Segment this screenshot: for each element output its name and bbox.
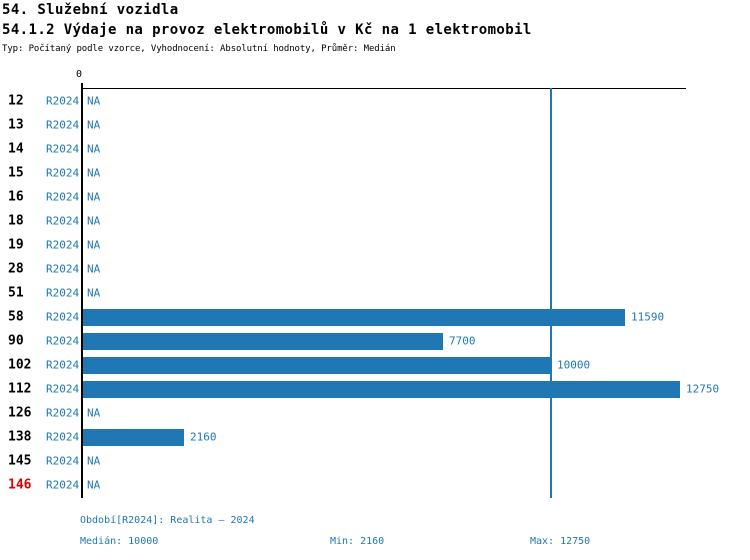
value-bar <box>83 356 551 374</box>
row-period-label: R2024 <box>46 166 80 180</box>
row-category-label: 13 <box>8 117 24 133</box>
row-na-label: NA <box>87 238 101 252</box>
footer-min: Min: 2160 <box>330 536 385 547</box>
row-period-label: R2024 <box>46 454 80 468</box>
chart-row: 145 R2024 NA <box>0 449 750 473</box>
row-category-label: 102 <box>8 357 32 373</box>
row-category-label: 138 <box>8 429 32 445</box>
x-axis-line <box>82 88 686 89</box>
chart-row: 138 R2024 2160 <box>0 425 750 449</box>
row-period-label: R2024 <box>46 478 80 492</box>
chart-row: 18 R2024 NA <box>0 209 750 233</box>
chart-row: 12 R2024 NA <box>0 89 750 113</box>
row-category-label: 126 <box>8 405 32 421</box>
bar-value-label: 10000 <box>557 358 591 372</box>
chart-row: 19 R2024 NA <box>0 233 750 257</box>
chart-title: 54.1.2 Výdaje na provoz elektromobilů v … <box>2 22 532 38</box>
value-bar <box>83 380 680 398</box>
row-category-label: 146 <box>8 477 32 493</box>
row-category-label: 58 <box>8 309 24 325</box>
row-period-label: R2024 <box>46 214 80 228</box>
value-bar <box>83 428 184 446</box>
chart-row: 90 R2024 7700 <box>0 329 750 353</box>
row-category-label: 19 <box>8 237 24 253</box>
row-category-label: 14 <box>8 141 24 157</box>
row-period-label: R2024 <box>46 118 80 132</box>
footer-max: Max: 12750 <box>530 536 591 547</box>
row-na-label: NA <box>87 406 101 420</box>
row-period-label: R2024 <box>46 94 80 108</box>
bar-value-label: 11590 <box>631 310 665 324</box>
row-na-label: NA <box>87 286 101 300</box>
section-title: 54. Služební vozidla <box>2 2 179 18</box>
chart-row: 13 R2024 NA <box>0 113 750 137</box>
value-bar <box>83 308 625 326</box>
row-na-label: NA <box>87 166 101 180</box>
bar-value-label: 7700 <box>449 334 476 348</box>
bar-value-label: 12750 <box>686 382 720 396</box>
row-category-label: 145 <box>8 453 32 469</box>
chart-row: 112 R2024 12750 <box>0 377 750 401</box>
row-category-label: 12 <box>8 93 24 109</box>
row-category-label: 51 <box>8 285 24 301</box>
row-na-label: NA <box>87 190 101 204</box>
row-category-label: 15 <box>8 165 24 181</box>
value-bar <box>83 332 443 350</box>
row-period-label: R2024 <box>46 238 80 252</box>
row-category-label: 90 <box>8 333 24 349</box>
chart-row: 51 R2024 NA <box>0 281 750 305</box>
zero-axis-line <box>81 83 83 498</box>
row-na-label: NA <box>87 478 101 492</box>
row-na-label: NA <box>87 142 101 156</box>
row-category-label: 112 <box>8 381 32 397</box>
chart-rows: 12 R2024 NA 13 R2024 NA 14 R2024 NA 15 R2024 NA 16 R2… <box>0 89 750 497</box>
median-reference-line <box>550 88 552 498</box>
row-period-label: R2024 <box>46 190 80 204</box>
row-na-label: NA <box>87 118 101 132</box>
chart-row: 28 R2024 NA <box>0 257 750 281</box>
row-na-label: NA <box>87 214 101 228</box>
bar-value-label: 2160 <box>190 430 217 444</box>
row-period-label: R2024 <box>46 286 80 300</box>
chart-subtitle: Typ: Počítaný podle vzorce, Vyhodnocení:… <box>2 44 396 54</box>
row-period-label: R2024 <box>46 358 80 372</box>
row-category-label: 28 <box>8 261 24 277</box>
chart-row: 15 R2024 NA <box>0 161 750 185</box>
axis-zero-tick-label: 0 <box>76 69 83 80</box>
row-period-label: R2024 <box>46 406 80 420</box>
row-period-label: R2024 <box>46 334 80 348</box>
footer-median: Medián: 10000 <box>80 536 159 547</box>
chart-row: 16 R2024 NA <box>0 185 750 209</box>
row-period-label: R2024 <box>46 142 80 156</box>
chart-row: 102 R2024 10000 <box>0 353 750 377</box>
row-category-label: 16 <box>8 189 24 205</box>
footer-period: Období[R2024]: Realita – 2024 <box>80 515 255 526</box>
chart-row: 14 R2024 NA <box>0 137 750 161</box>
chart-row: 58 R2024 11590 <box>0 305 750 329</box>
row-na-label: NA <box>87 262 101 276</box>
row-period-label: R2024 <box>46 430 80 444</box>
chart-row: 146 R2024 NA <box>0 473 750 497</box>
row-na-label: NA <box>87 454 101 468</box>
row-period-label: R2024 <box>46 262 80 276</box>
row-na-label: NA <box>87 94 101 108</box>
row-category-label: 18 <box>8 213 24 229</box>
row-period-label: R2024 <box>46 382 80 396</box>
row-period-label: R2024 <box>46 310 80 324</box>
chart-row: 126 R2024 NA <box>0 401 750 425</box>
